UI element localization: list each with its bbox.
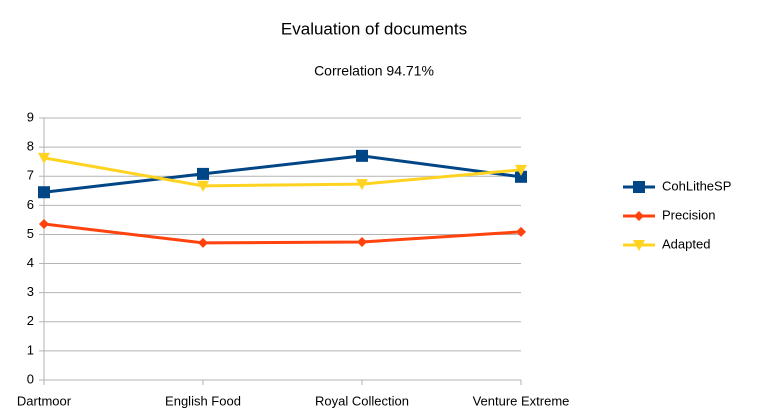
data-point [515, 170, 527, 183]
data-point [197, 180, 209, 192]
data-point [357, 237, 367, 248]
chart-title: Evaluation of documents [281, 19, 467, 38]
data-point [39, 218, 49, 229]
data-point [356, 179, 368, 191]
series-line [43, 154, 522, 194]
data-point [515, 164, 527, 176]
y-tick-label: 1 [27, 342, 34, 357]
y-tick-label: 9 [27, 109, 34, 124]
chart-subtitle: Correlation 94.71% [314, 63, 434, 79]
legend-label: Adapted [662, 236, 710, 251]
y-tick-label: 7 [27, 168, 34, 183]
x-tick-label: Royal Collection [315, 393, 409, 408]
x-tick-label: Venture Extreme [473, 393, 570, 408]
data-point [198, 237, 208, 248]
y-tick-label: 8 [27, 139, 34, 154]
x-tick-label: Dartmoor [17, 393, 72, 408]
legend-label: Precision [662, 207, 715, 222]
y-tick-label: 4 [27, 255, 34, 270]
data-point [516, 226, 526, 237]
legend-label: CohLitheSP [662, 178, 731, 193]
data-point [38, 186, 50, 199]
x-tick-label: English Food [165, 393, 241, 408]
series-line [43, 156, 522, 188]
legend-marker [634, 211, 644, 221]
y-tick-label: 2 [27, 313, 34, 328]
y-tick-label: 0 [27, 371, 34, 386]
y-tick-label: 3 [27, 284, 34, 299]
y-tick-label: 5 [27, 226, 34, 241]
data-point [356, 149, 368, 162]
data-point [197, 167, 209, 180]
series-line [43, 222, 522, 245]
legend-marker [633, 181, 645, 193]
data-point [38, 152, 50, 164]
y-tick-label: 6 [27, 197, 34, 212]
legend-marker [633, 240, 645, 251]
